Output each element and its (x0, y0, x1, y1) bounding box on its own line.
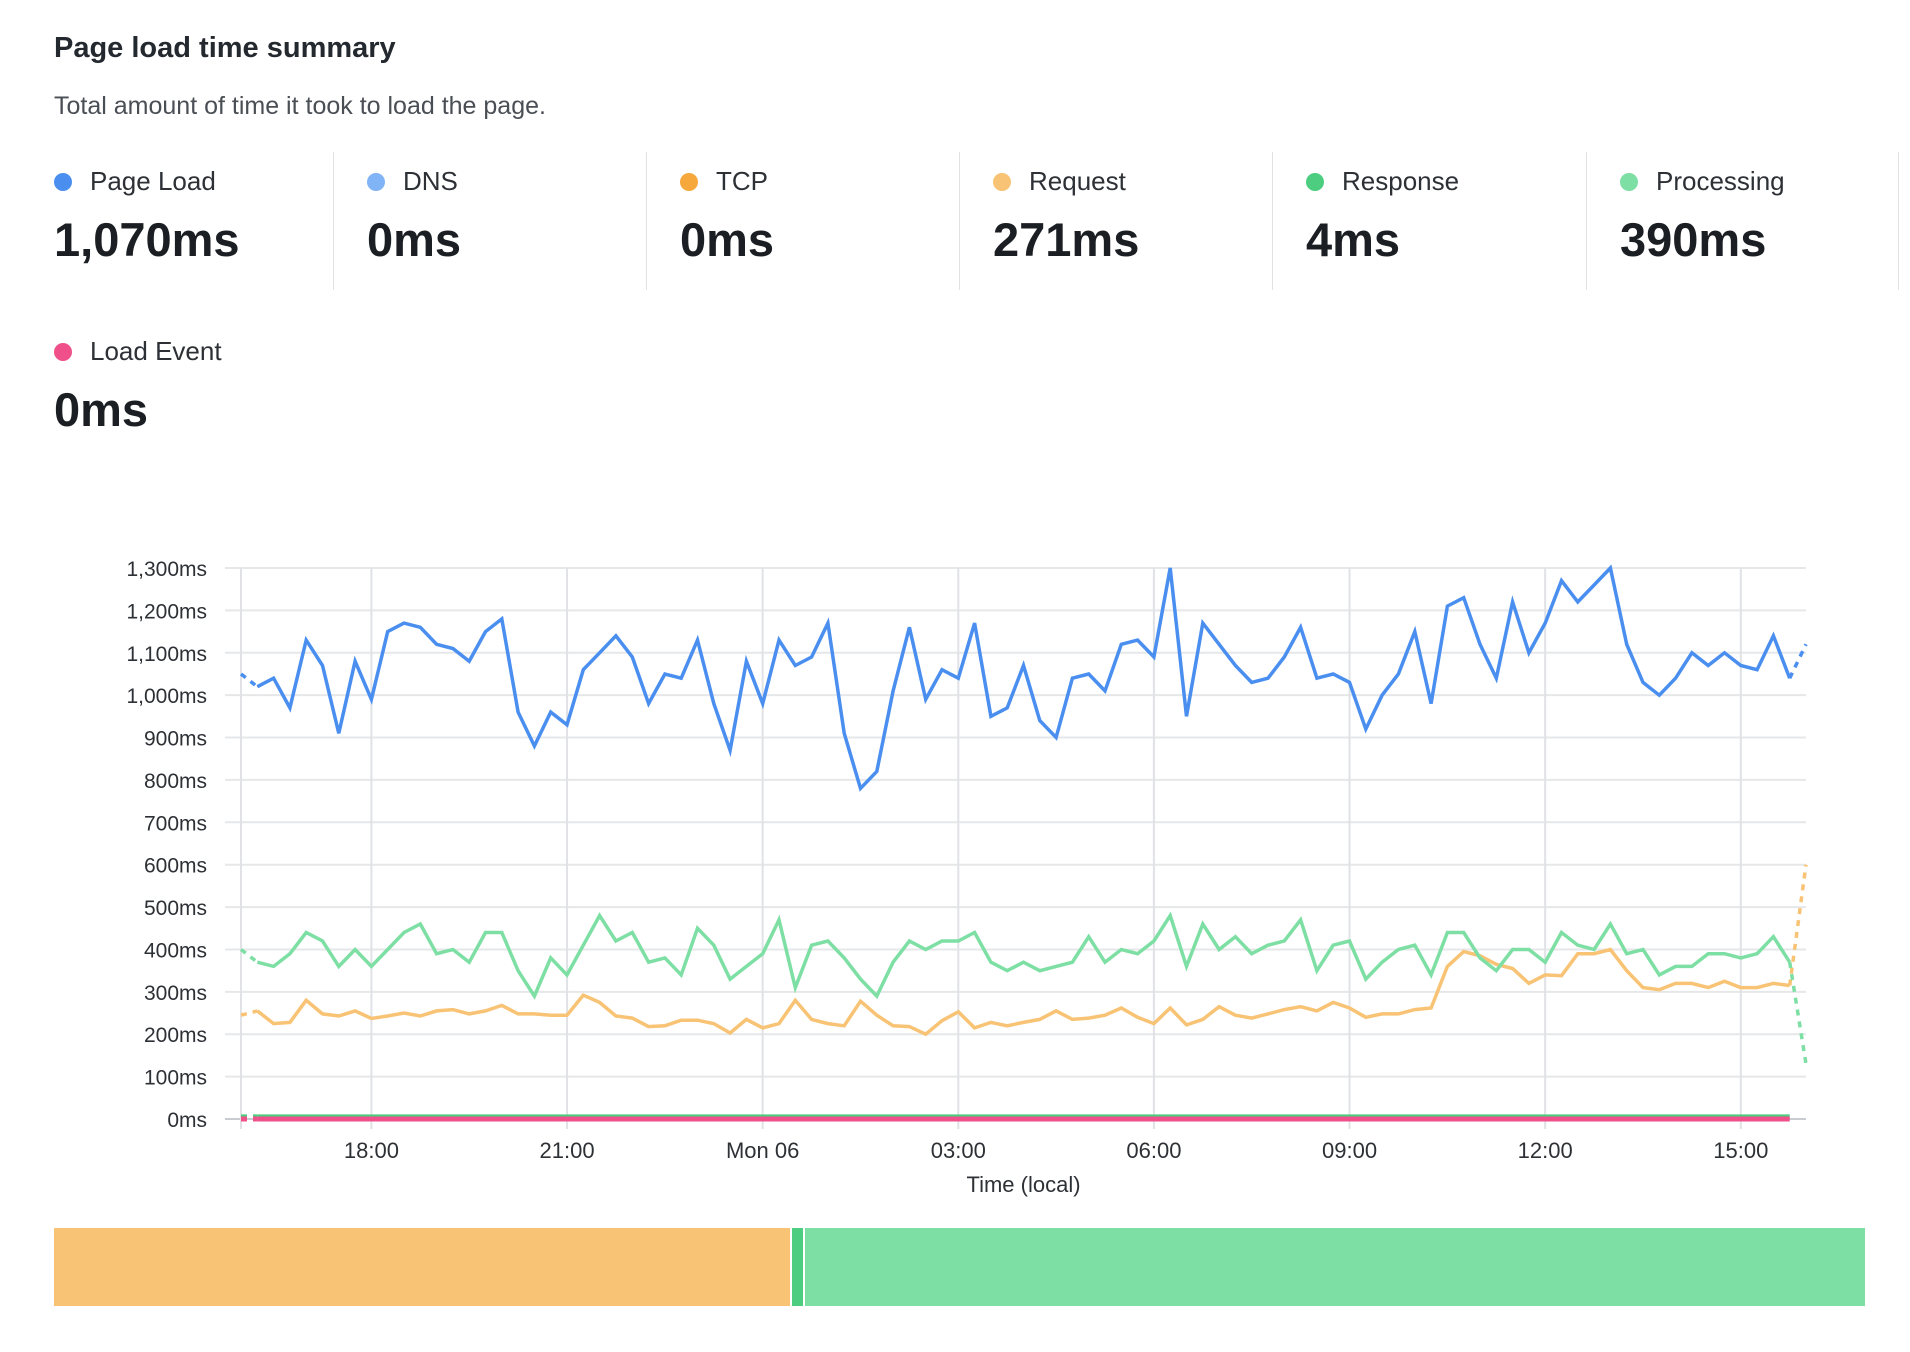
stat-value: 390ms (1620, 213, 1767, 266)
legend-dot-icon (367, 172, 385, 191)
y-tick-label: 100ms (144, 1067, 207, 1090)
series-page-load-start-dashed (239, 672, 259, 689)
legend-dot-icon (993, 172, 1011, 191)
y-tick-label: 700ms (144, 812, 207, 835)
x-tick-label: 03:00 (931, 1138, 986, 1163)
stat-label-row: DNS (367, 166, 458, 197)
y-tick-label: 500ms (144, 897, 207, 920)
stat-label: Request (1029, 166, 1126, 196)
stat-label-row: Request (993, 166, 1126, 197)
page-load-chart: 0ms 100ms 200ms 300ms 400ms 500ms 600ms 700ms 80… (126, 558, 1808, 1197)
series-page-load-end-dashed (1788, 643, 1808, 679)
x-tick-label: 21:00 (540, 1138, 595, 1163)
stat-label-row: Load Event (54, 336, 222, 367)
bar-segment-response[interactable] (792, 1228, 804, 1306)
y-tick-label: 1,300ms (126, 558, 207, 581)
bar-segment-request[interactable] (54, 1228, 791, 1306)
x-tick-label: 12:00 (1518, 1138, 1573, 1163)
stat-value: 0ms (367, 213, 462, 266)
stat-label: Processing (1656, 166, 1785, 196)
legend-dot-icon (1306, 172, 1324, 191)
legend-dot-icon (680, 172, 698, 191)
stat-label: Response (1342, 166, 1460, 196)
stat-divider (646, 152, 647, 290)
stat-divider (959, 152, 960, 290)
stat-value: 1,070ms (54, 213, 240, 266)
series-request-start-dashed (240, 1009, 258, 1017)
stat-value: 271ms (993, 213, 1140, 266)
stat-value: 0ms (54, 383, 149, 436)
y-tick-label: 1,000ms (126, 685, 207, 708)
y-tick-label: 300ms (144, 982, 207, 1005)
page-title: Page load time summary (54, 32, 396, 64)
stat-value: 4ms (1306, 213, 1401, 266)
stat-divider (333, 152, 334, 290)
series-processing-line (256, 911, 1792, 1000)
y-tick-label: 1,200ms (126, 600, 207, 623)
bar-segment-processing[interactable] (805, 1228, 1866, 1306)
series-processing-start-dashed (239, 948, 259, 964)
stat-label-row: Page Load (54, 166, 216, 197)
y-tick-label: 900ms (144, 728, 207, 751)
legend-dot-icon (1620, 172, 1638, 191)
legend-dot-icon (54, 172, 72, 191)
stat-label-row: Processing (1620, 166, 1785, 197)
legend-dot-icon (54, 342, 72, 361)
stat-divider (1586, 152, 1587, 290)
series-request-line (256, 947, 1790, 1037)
x-tick-label: Mon 06 (726, 1138, 799, 1163)
series-processing-end-dashed (1787, 961, 1808, 1065)
x-tick-label: 15:00 (1713, 1138, 1768, 1163)
stat-label: Load Event (90, 336, 222, 366)
breakdown-bar (54, 1228, 1866, 1306)
y-tick-label: 200ms (144, 1024, 207, 1047)
x-tick-label: 18:00 (344, 1138, 399, 1163)
stat-divider (1898, 152, 1899, 290)
series-page-load-line (256, 564, 1792, 792)
y-tick-label: 400ms (144, 939, 207, 962)
series-request-end-dashed (1787, 864, 1808, 986)
x-axis-title: Time (local) (966, 1172, 1080, 1197)
stat-label-row: TCP (680, 166, 768, 197)
x-tick-label: 06:00 (1126, 1138, 1181, 1163)
y-tick-label: 0ms (167, 1109, 207, 1132)
page-subtitle: Total amount of time it took to load the… (54, 92, 546, 120)
stat-label: Page Load (90, 166, 216, 196)
stat-value: 0ms (680, 213, 775, 266)
stat-label-row: Response (1306, 166, 1459, 197)
stat-divider (1272, 152, 1273, 290)
stat-label: TCP (716, 166, 768, 196)
x-tick-label: 09:00 (1322, 1138, 1377, 1163)
y-tick-label: 600ms (144, 855, 207, 878)
stat-label: DNS (403, 166, 458, 196)
y-tick-label: 800ms (144, 770, 207, 793)
y-tick-label: 1,100ms (126, 643, 207, 666)
